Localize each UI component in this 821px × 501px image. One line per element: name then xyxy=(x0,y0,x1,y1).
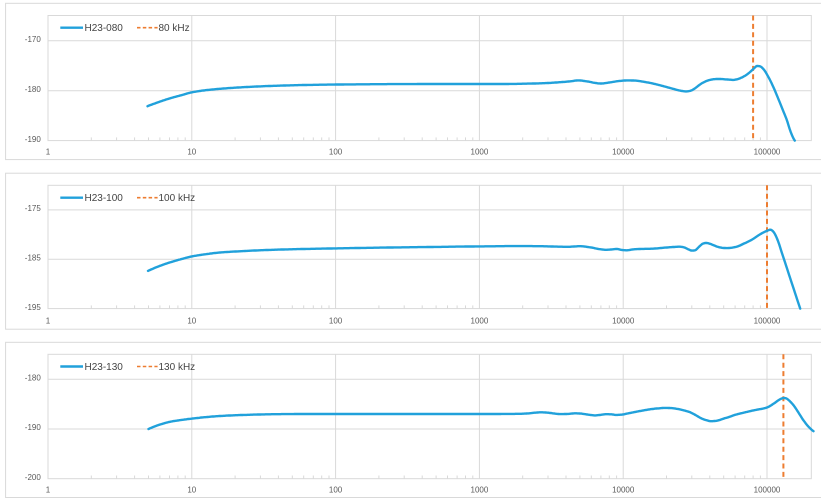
svg-text:10: 10 xyxy=(187,148,196,157)
svg-text:-185: -185 xyxy=(25,254,42,263)
svg-text:130 kHz: 130 kHz xyxy=(159,362,196,373)
svg-text:H23-080: H23-080 xyxy=(85,23,124,34)
svg-text:1000: 1000 xyxy=(471,316,489,325)
svg-text:10: 10 xyxy=(187,316,196,325)
svg-text:100000: 100000 xyxy=(754,485,781,494)
svg-text:100 kHz: 100 kHz xyxy=(159,193,196,204)
svg-text:80 kHz: 80 kHz xyxy=(159,23,190,34)
svg-text:-190: -190 xyxy=(25,135,42,144)
svg-text:100: 100 xyxy=(329,148,343,157)
svg-text:-190: -190 xyxy=(25,423,42,432)
svg-text:1000: 1000 xyxy=(471,485,489,494)
svg-text:100000: 100000 xyxy=(754,148,781,157)
svg-text:1: 1 xyxy=(46,316,51,325)
svg-text:10000: 10000 xyxy=(612,148,635,157)
svg-text:1000: 1000 xyxy=(471,148,489,157)
svg-text:1: 1 xyxy=(46,148,51,157)
svg-text:-195: -195 xyxy=(25,303,42,312)
svg-text:100: 100 xyxy=(329,316,343,325)
svg-text:-180: -180 xyxy=(25,85,42,94)
svg-text:10: 10 xyxy=(187,485,196,494)
svg-text:100: 100 xyxy=(329,485,343,494)
svg-text:1: 1 xyxy=(46,485,51,494)
svg-text:10000: 10000 xyxy=(612,485,635,494)
svg-text:-170: -170 xyxy=(25,35,42,44)
svg-text:H23-130: H23-130 xyxy=(85,362,124,373)
svg-text:H23-100: H23-100 xyxy=(85,193,124,204)
svg-text:-175: -175 xyxy=(25,204,42,213)
svg-text:100000: 100000 xyxy=(754,316,781,325)
svg-text:-200: -200 xyxy=(25,473,42,482)
svg-text:10000: 10000 xyxy=(612,316,635,325)
svg-text:-180: -180 xyxy=(25,373,42,382)
